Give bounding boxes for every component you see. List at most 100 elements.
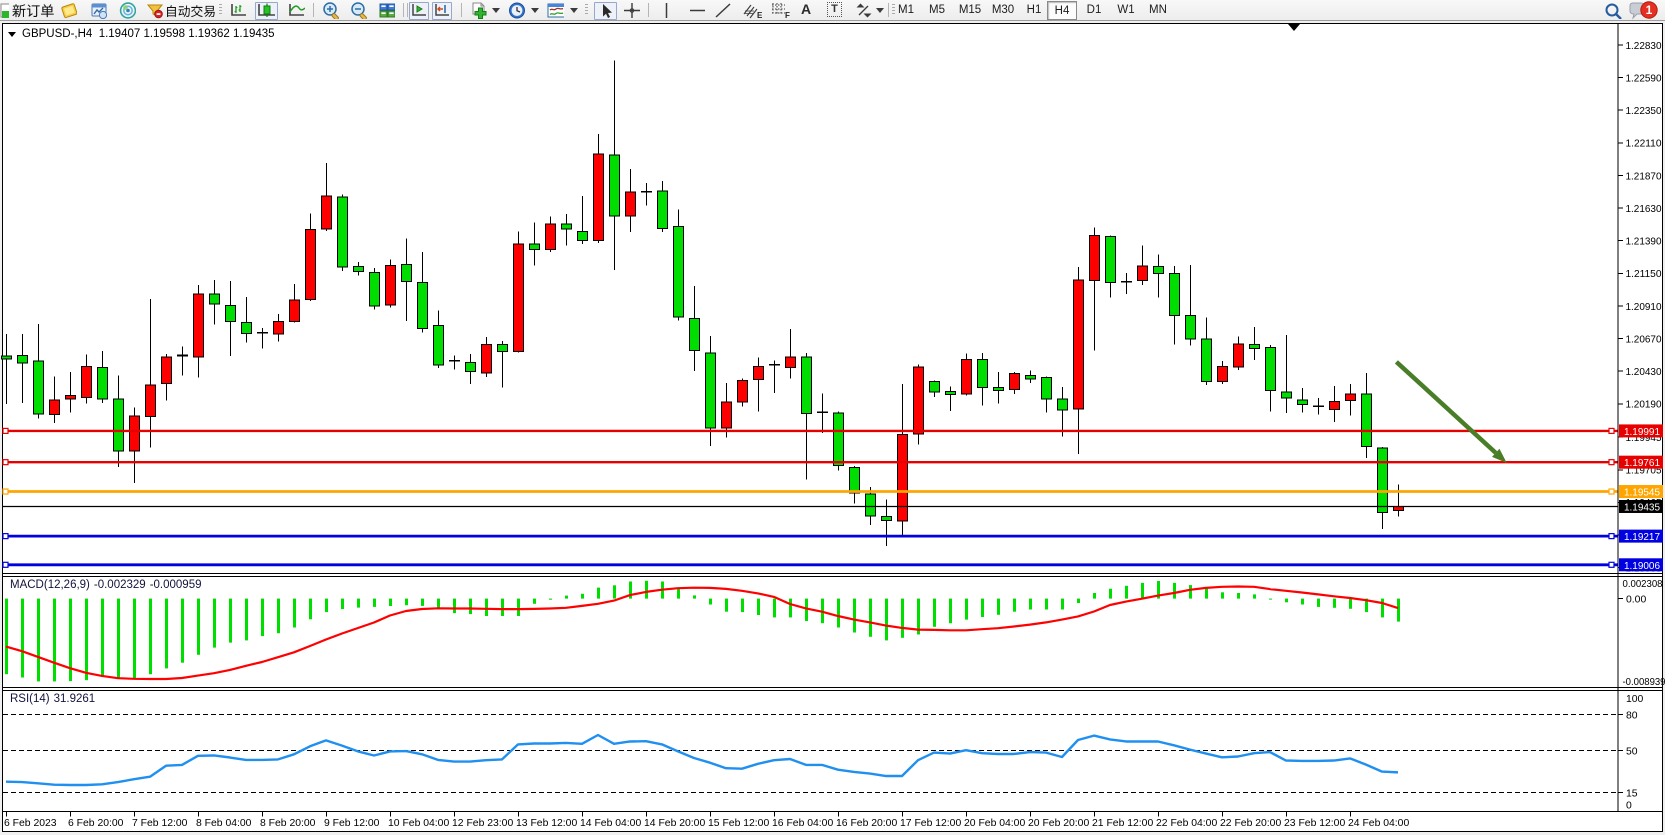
timeframe-d1-button[interactable]: D1 [1086, 4, 1102, 16]
new-order-icon[interactable] [0, 2, 9, 19]
candle-bullish [1345, 393, 1356, 401]
candle-bearish [561, 223, 572, 230]
candle-bearish [1153, 266, 1164, 275]
auto-scroll-button[interactable] [432, 2, 452, 20]
candle-bullish [961, 358, 972, 395]
text-label-tool-icon[interactable]: T [827, 2, 842, 17]
text-tool-icon[interactable]: A [801, 1, 812, 17]
price-axis-tick-label: 1.20430 [1626, 367, 1662, 378]
macd-histogram-bar [997, 598, 1000, 615]
indicators-icon[interactable] [470, 2, 489, 19]
macd-histogram-bar [565, 595, 568, 599]
signals-icon[interactable] [119, 2, 136, 19]
candle-bullish [305, 229, 316, 300]
price-axis-tick-label: 1.20190 [1626, 400, 1662, 411]
zoom-in-icon[interactable] [322, 2, 339, 19]
crosshair-tool-icon[interactable] [623, 2, 640, 19]
price-axis-tick-label: 1.19945 [1626, 433, 1662, 444]
macd-histogram-bar [1189, 585, 1192, 599]
candle-bearish [801, 356, 812, 414]
fibonacci-tool-icon[interactable]: F [770, 2, 792, 19]
profiles-icon[interactable] [60, 2, 77, 19]
rsi-indicator-label: RSI(14) 31.9261 [10, 693, 99, 705]
macd-histogram-bar [981, 598, 984, 617]
indicators-dropdown-icon[interactable] [492, 8, 500, 13]
macd-scale-min: -0.008939 [1623, 677, 1665, 688]
horizontal-line-tool-icon[interactable] [688, 2, 705, 19]
macd-histogram-bar [693, 595, 696, 599]
templates-dropdown-icon[interactable] [570, 8, 578, 13]
timeframe-m5-button[interactable]: M5 [929, 4, 945, 16]
line-anchor-marker [1608, 561, 1615, 568]
macd-histogram-bar [1349, 598, 1352, 609]
periods-dropdown-icon[interactable] [531, 8, 539, 13]
arrows-tool-icon[interactable] [855, 2, 872, 19]
candlestick-chart-button[interactable] [255, 2, 278, 20]
new-order-button[interactable] [11, 3, 57, 20]
line-chart-icon[interactable] [288, 2, 305, 19]
candle-bearish [1361, 393, 1372, 448]
timeframe-h4-button[interactable]: H4 [1047, 1, 1077, 20]
macd-histogram-bar [1365, 598, 1368, 613]
macd-histogram-bar [453, 598, 456, 614]
timeframe-m15-button[interactable]: M15 [958, 4, 982, 16]
macd-histogram-bar [965, 598, 968, 620]
templates-icon[interactable] [547, 2, 564, 19]
time-axis-tick-label: 24 Feb 04:00 [1348, 818, 1409, 829]
timeframe-w1-button[interactable]: W1 [1117, 4, 1135, 16]
macd-indicator-label: MACD(12,26,9) -0.002329 -0.000959 [10, 579, 205, 591]
rsi-scale-label: 0 [1626, 801, 1632, 812]
arrow-object[interactable] [1394, 360, 1498, 455]
price-axis-tick-label: 1.22350 [1626, 106, 1662, 117]
market-watch-icon[interactable] [90, 2, 107, 19]
time-axis-tick-label: 20 Feb 04:00 [964, 818, 1025, 829]
chart-shift-marker [1288, 24, 1300, 31]
search-icon[interactable] [1604, 2, 1624, 19]
timeframe-m30-button[interactable]: M30 [991, 4, 1015, 16]
chart-title-symbol: GBPUSD-,H4 [22, 28, 93, 40]
macd-histogram-bar [805, 598, 808, 622]
macd-histogram-bar [165, 598, 168, 669]
channel-tool-icon[interactable]: E [742, 2, 764, 19]
auto-trading-icon[interactable] [146, 2, 163, 19]
macd-histogram-bar [485, 598, 488, 617]
candlestick-chart-icon [258, 3, 275, 17]
chart-shift-button[interactable] [409, 2, 429, 20]
chart-title: GBPUSD-,H4 1.19407 1.19598 1.19362 1.194… [8, 28, 275, 40]
price-axis-tick-label: 1.21150 [1626, 269, 1662, 280]
macd-histogram-bar [1045, 598, 1048, 610]
time-axis-tick-label: 22 Feb 04:00 [1156, 818, 1217, 829]
macd-histogram-bar [1093, 593, 1096, 599]
candle-bearish [17, 355, 28, 364]
candle-bullish [1009, 373, 1020, 390]
candle-bearish [1, 355, 12, 360]
arrow-object-head[interactable] [1492, 448, 1507, 463]
bar-chart-icon[interactable] [230, 2, 247, 19]
candle-bearish [1185, 315, 1196, 340]
macd-histogram-bar [1221, 592, 1224, 599]
vertical-line-tool-icon[interactable] [658, 2, 675, 19]
notifications-icon[interactable]: 1 [1628, 1, 1662, 21]
candle-bullish [1329, 401, 1340, 410]
macd-histogram-bar [1061, 598, 1064, 610]
zoom-out-icon[interactable] [350, 2, 367, 19]
price-axis-tick-label: 1.22110 [1626, 139, 1662, 150]
candle-bullish [513, 243, 524, 353]
periods-icon[interactable] [508, 2, 525, 19]
toolbar-separator [888, 3, 889, 17]
candle-bearish [1249, 343, 1260, 350]
timeframe-m1-button[interactable]: M1 [898, 4, 914, 16]
timeframe-mn-button[interactable]: MN [1149, 4, 1167, 16]
chart-menu-triangle-icon[interactable] [8, 32, 16, 37]
cursor-tool-button[interactable] [594, 2, 617, 20]
trendline-tool-icon[interactable] [714, 2, 731, 19]
timeframe-h1-button[interactable]: H1 [1026, 4, 1042, 16]
candle-bearish [1201, 338, 1212, 383]
line-anchor-marker [2, 459, 9, 466]
auto-trading-button[interactable] [165, 3, 217, 20]
arrows-dropdown-icon[interactable] [876, 8, 884, 13]
price-axis-tick-label: 1.21870 [1626, 171, 1662, 182]
macd-histogram-bar [149, 598, 152, 675]
tile-windows-icon[interactable] [378, 2, 395, 19]
time-axis-tick-label: 8 Feb 04:00 [196, 818, 252, 829]
